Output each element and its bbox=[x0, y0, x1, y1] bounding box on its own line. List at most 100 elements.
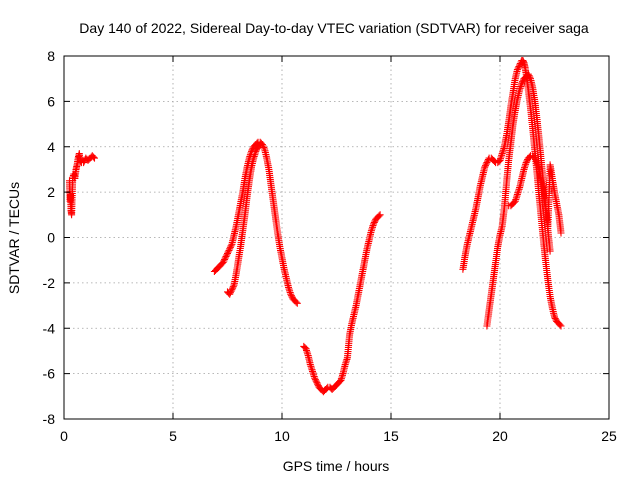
data-point bbox=[89, 153, 97, 161]
data-point bbox=[337, 375, 345, 383]
y-tick-label: 0 bbox=[47, 230, 55, 246]
data-point bbox=[524, 70, 532, 78]
data-point bbox=[551, 314, 559, 322]
data-point bbox=[557, 322, 565, 330]
data-point bbox=[301, 344, 309, 351]
data-point bbox=[498, 151, 506, 159]
data-point bbox=[516, 61, 524, 69]
data-point bbox=[342, 357, 350, 365]
x-tick-label: 20 bbox=[492, 428, 508, 444]
data-point bbox=[293, 299, 301, 307]
data-point bbox=[225, 246, 233, 254]
data-point bbox=[522, 159, 530, 167]
data-point bbox=[309, 367, 316, 375]
data-point bbox=[532, 157, 540, 165]
data-point bbox=[551, 313, 558, 321]
x-axis-label: GPS time / hours bbox=[283, 458, 390, 474]
y-tick-label: 6 bbox=[47, 93, 55, 109]
data-point bbox=[481, 163, 489, 171]
data-point bbox=[303, 346, 310, 354]
x-tick-label: 10 bbox=[274, 428, 290, 444]
data-point bbox=[287, 290, 295, 298]
data-point bbox=[221, 255, 229, 263]
data-series-5 bbox=[459, 57, 565, 330]
data-point bbox=[307, 364, 315, 372]
data-point bbox=[483, 159, 491, 167]
data-point bbox=[368, 225, 376, 233]
data-point bbox=[515, 63, 523, 71]
y-tick-label: 2 bbox=[47, 184, 55, 200]
data-point bbox=[312, 377, 320, 385]
data-point bbox=[80, 159, 88, 167]
data-point bbox=[515, 187, 522, 195]
data-point bbox=[253, 146, 261, 154]
data-point bbox=[512, 196, 520, 203]
plot-frame bbox=[63, 55, 610, 420]
data-point bbox=[229, 284, 237, 292]
data-point bbox=[518, 79, 526, 87]
data-point bbox=[229, 283, 237, 291]
data-point bbox=[221, 254, 229, 262]
data-point bbox=[341, 361, 349, 369]
data-point bbox=[287, 292, 295, 300]
data-point bbox=[226, 290, 234, 298]
x-tick-label: 5 bbox=[169, 428, 177, 444]
data-series-4 bbox=[300, 211, 384, 396]
data-point bbox=[336, 378, 344, 386]
data-point bbox=[226, 243, 234, 251]
x-tick-label: 15 bbox=[383, 428, 399, 444]
data-point bbox=[224, 249, 231, 257]
data-point bbox=[223, 251, 231, 259]
data-point bbox=[256, 141, 264, 148]
data-point bbox=[306, 361, 314, 369]
data-point bbox=[513, 190, 521, 198]
y-tick-label: 8 bbox=[47, 48, 55, 64]
data-point bbox=[557, 229, 565, 237]
y-tick-label: -2 bbox=[43, 275, 56, 291]
data-point bbox=[556, 321, 564, 329]
y-tick-label: -4 bbox=[43, 320, 56, 336]
y-axis-label: SDTVAR / TECUs bbox=[6, 182, 22, 294]
data-point bbox=[522, 160, 530, 168]
data-point bbox=[516, 86, 524, 94]
data-point bbox=[260, 144, 268, 151]
data-point bbox=[532, 156, 540, 164]
data-point bbox=[311, 376, 319, 384]
y-tick-label: 4 bbox=[47, 139, 55, 155]
data-point bbox=[375, 212, 383, 220]
axes: 0 5 10 15 20 25 -8 -6 -4 -2 0 2 4 6 8 bbox=[43, 48, 617, 444]
data-point bbox=[500, 145, 508, 152]
data-point bbox=[526, 73, 534, 81]
data-point bbox=[252, 147, 260, 155]
data-point bbox=[220, 257, 228, 265]
data-point bbox=[304, 350, 312, 358]
data-point bbox=[227, 242, 235, 250]
data-point bbox=[523, 157, 531, 165]
data-point bbox=[517, 83, 525, 91]
y-tick-label: -8 bbox=[43, 411, 56, 427]
data-point bbox=[227, 287, 235, 295]
data-point bbox=[286, 287, 294, 295]
data-point bbox=[514, 64, 522, 72]
chart-title: Day 140 of 2022, Sidereal Day-to-day VTE… bbox=[79, 20, 589, 36]
data-point bbox=[534, 162, 542, 170]
data-point bbox=[255, 142, 263, 150]
x-tick-label: 0 bbox=[60, 428, 68, 444]
data-point bbox=[525, 72, 533, 80]
data-series-6 bbox=[483, 70, 554, 330]
x-tick-label: 25 bbox=[601, 428, 617, 444]
data-point bbox=[499, 148, 507, 156]
data-point bbox=[370, 218, 378, 226]
data-point bbox=[228, 286, 236, 294]
data-point bbox=[310, 371, 318, 379]
data-point bbox=[226, 289, 234, 297]
data-series-1 bbox=[66, 150, 98, 219]
data-point bbox=[513, 66, 521, 74]
data-point bbox=[285, 283, 292, 291]
data-point bbox=[521, 164, 528, 172]
data-series-7 bbox=[505, 152, 565, 237]
data-point bbox=[219, 259, 227, 266]
data-point bbox=[314, 380, 322, 388]
data-point bbox=[376, 211, 384, 219]
